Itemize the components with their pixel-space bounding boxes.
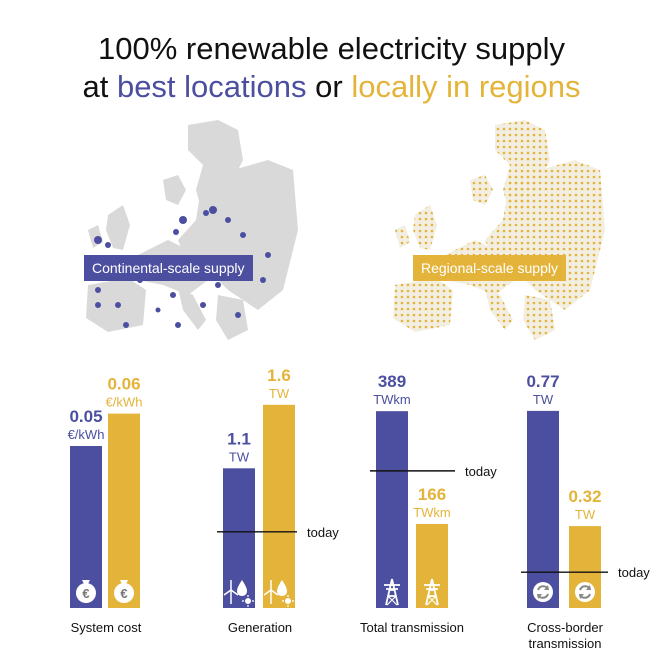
value-label-3-1: 0.32: [568, 487, 601, 506]
value-label-0-0: 0.05: [69, 407, 102, 426]
unit-label-0-1: €/kWh: [106, 395, 143, 410]
value-label-2-1: 166: [418, 485, 446, 504]
transmission-tower-icon-2-1: [424, 578, 440, 606]
bar-2-0: [376, 411, 408, 608]
value-label-2-0: 389: [378, 372, 406, 391]
unit-label-2-0: TWkm: [373, 392, 411, 407]
europe-map-shape-regional: [393, 120, 605, 340]
category-label-generation: Generation: [227, 620, 293, 635]
value-label-1-0: 1.1: [227, 429, 251, 448]
regional-supply-label: Regional-scale supply: [413, 255, 566, 281]
svg-text:€: €: [120, 586, 127, 601]
money-bag-euro-icon-0-1: €: [114, 580, 134, 603]
value-label-0-1: 0.06: [107, 375, 140, 394]
category-label-cross-border-line-2: transmission: [528, 636, 602, 651]
unit-label-3-1: TW: [575, 507, 596, 522]
unit-label-2-1: TWkm: [413, 505, 451, 520]
today-label-2: today: [465, 464, 497, 479]
wind-hydro-solar-icon-1-1: [263, 580, 294, 607]
category-label-total-transmission: Total transmission: [359, 620, 465, 635]
category-label-system-cost: System cost: [70, 620, 142, 635]
transmission-tower-icon-2-0: [384, 578, 400, 606]
generation-sites: [94, 206, 271, 328]
exchange-arrows-icon-3-0: [533, 582, 553, 602]
bar-0-1: [108, 413, 140, 608]
europe-map-regional: [393, 120, 605, 340]
title-or: or: [315, 69, 343, 104]
exchange-arrows-icon-3-1: [575, 582, 595, 602]
bar-1-0: [223, 468, 255, 608]
title-best-locations: best locations: [116, 69, 307, 104]
svg-text:€: €: [82, 586, 89, 601]
continental-supply-label: Continental-scale supply: [84, 255, 253, 281]
bar-3-0: [527, 410, 559, 608]
today-label-3: today: [618, 565, 650, 580]
money-bag-euro-icon-0-0: €: [76, 580, 96, 603]
bar-2-1: [416, 524, 448, 608]
category-label-cross-border-line-1: Cross-border: [527, 620, 603, 635]
unit-label-0-0: €/kWh: [68, 427, 105, 442]
unit-label-1-0: TW: [229, 449, 250, 464]
title-prefix: at: [82, 69, 109, 104]
today-label-1: today: [307, 525, 339, 540]
chart-title-line-2: at best locations or locally in regions: [0, 67, 663, 107]
title-locally-in-regions: locally in regions: [351, 69, 581, 104]
wind-hydro-solar-icon-1-0: [223, 580, 254, 607]
unit-label-3-0: TW: [533, 392, 554, 407]
value-label-3-0: 0.77: [526, 372, 559, 391]
unit-label-1-1: TW: [269, 386, 290, 401]
chart-title-line-1: 100% renewable electricity supply: [98, 31, 565, 66]
bar-1-1: [263, 404, 295, 608]
value-label-1-1: 1.6: [267, 366, 291, 385]
category-label-cross-border: Cross-border transmission: [500, 620, 630, 652]
